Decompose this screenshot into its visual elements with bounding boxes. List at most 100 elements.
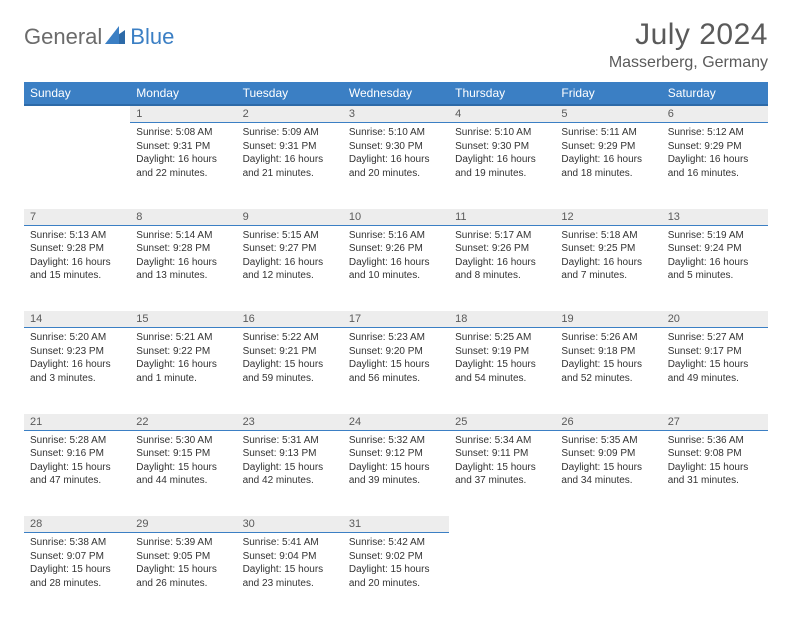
sunrise-line: Sunrise: 5:38 AM xyxy=(30,536,124,550)
day-number-cell: 30 xyxy=(237,516,343,533)
sunset-line: Sunset: 9:08 PM xyxy=(668,447,762,461)
sunset-line: Sunset: 9:09 PM xyxy=(561,447,655,461)
day-number-cell xyxy=(449,516,555,533)
day-number-cell: 6 xyxy=(662,105,768,123)
sunset-line: Sunset: 9:17 PM xyxy=(668,345,762,359)
daylight-line: Daylight: 16 hours and 1 minute. xyxy=(136,358,230,385)
day-detail-cell: Sunrise: 5:10 AMSunset: 9:30 PMDaylight:… xyxy=(449,123,555,209)
daylight-line: Daylight: 16 hours and 5 minutes. xyxy=(668,256,762,283)
brand-triangle-icon xyxy=(105,26,125,49)
sunset-line: Sunset: 9:22 PM xyxy=(136,345,230,359)
sunrise-line: Sunrise: 5:18 AM xyxy=(561,229,655,243)
daylight-line: Daylight: 16 hours and 20 minutes. xyxy=(349,153,443,180)
brand-part1: General xyxy=(24,24,102,50)
day-detail-cell: Sunrise: 5:13 AMSunset: 9:28 PMDaylight:… xyxy=(24,225,130,311)
sunset-line: Sunset: 9:25 PM xyxy=(561,242,655,256)
sunrise-line: Sunrise: 5:16 AM xyxy=(349,229,443,243)
day-number-cell: 4 xyxy=(449,105,555,123)
sunrise-line: Sunrise: 5:08 AM xyxy=(136,126,230,140)
sunset-line: Sunset: 9:02 PM xyxy=(349,550,443,564)
day-detail-cell: Sunrise: 5:26 AMSunset: 9:18 PMDaylight:… xyxy=(555,328,661,414)
sunset-line: Sunset: 9:11 PM xyxy=(455,447,549,461)
daylight-line: Daylight: 15 hours and 37 minutes. xyxy=(455,461,549,488)
sunset-line: Sunset: 9:24 PM xyxy=(668,242,762,256)
sunrise-line: Sunrise: 5:12 AM xyxy=(668,126,762,140)
day-number-cell: 8 xyxy=(130,209,236,226)
sunset-line: Sunset: 9:15 PM xyxy=(136,447,230,461)
sunrise-line: Sunrise: 5:21 AM xyxy=(136,331,230,345)
daylight-line: Daylight: 16 hours and 16 minutes. xyxy=(668,153,762,180)
sunrise-line: Sunrise: 5:20 AM xyxy=(30,331,124,345)
day-number-cell: 26 xyxy=(555,414,661,431)
day-number-cell: 7 xyxy=(24,209,130,226)
sunrise-line: Sunrise: 5:25 AM xyxy=(455,331,549,345)
day-detail-cell: Sunrise: 5:32 AMSunset: 9:12 PMDaylight:… xyxy=(343,430,449,516)
day-number-cell: 1 xyxy=(130,105,236,123)
daylight-line: Daylight: 16 hours and 12 minutes. xyxy=(243,256,337,283)
day-detail-cell: Sunrise: 5:39 AMSunset: 9:05 PMDaylight:… xyxy=(130,533,236,619)
day-number-cell: 24 xyxy=(343,414,449,431)
day-detail-cell: Sunrise: 5:38 AMSunset: 9:07 PMDaylight:… xyxy=(24,533,130,619)
day-detail-cell xyxy=(662,533,768,619)
sunset-line: Sunset: 9:28 PM xyxy=(136,242,230,256)
sunrise-line: Sunrise: 5:32 AM xyxy=(349,434,443,448)
day-number-cell: 2 xyxy=(237,105,343,123)
sunrise-line: Sunrise: 5:22 AM xyxy=(243,331,337,345)
sunset-line: Sunset: 9:26 PM xyxy=(455,242,549,256)
day-detail-row: Sunrise: 5:20 AMSunset: 9:23 PMDaylight:… xyxy=(24,328,768,414)
weekday-header: Thursday xyxy=(449,82,555,105)
day-detail-row: Sunrise: 5:08 AMSunset: 9:31 PMDaylight:… xyxy=(24,123,768,209)
sunset-line: Sunset: 9:29 PM xyxy=(668,140,762,154)
day-number-cell: 31 xyxy=(343,516,449,533)
day-number-cell: 28 xyxy=(24,516,130,533)
day-detail-cell: Sunrise: 5:08 AMSunset: 9:31 PMDaylight:… xyxy=(130,123,236,209)
daylight-line: Daylight: 16 hours and 15 minutes. xyxy=(30,256,124,283)
brand-part2: Blue xyxy=(130,24,174,50)
month-title: July 2024 xyxy=(609,18,768,52)
daylight-line: Daylight: 15 hours and 42 minutes. xyxy=(243,461,337,488)
day-number-cell: 25 xyxy=(449,414,555,431)
daylight-line: Daylight: 16 hours and 7 minutes. xyxy=(561,256,655,283)
day-detail-cell xyxy=(449,533,555,619)
day-number-cell: 27 xyxy=(662,414,768,431)
daylight-line: Daylight: 15 hours and 49 minutes. xyxy=(668,358,762,385)
sunrise-line: Sunrise: 5:35 AM xyxy=(561,434,655,448)
day-number-row: 78910111213 xyxy=(24,209,768,226)
day-detail-row: Sunrise: 5:38 AMSunset: 9:07 PMDaylight:… xyxy=(24,533,768,619)
weekday-header: Friday xyxy=(555,82,661,105)
sunrise-line: Sunrise: 5:42 AM xyxy=(349,536,443,550)
daylight-line: Daylight: 15 hours and 23 minutes. xyxy=(243,563,337,590)
daylight-line: Daylight: 16 hours and 10 minutes. xyxy=(349,256,443,283)
sunrise-line: Sunrise: 5:39 AM xyxy=(136,536,230,550)
day-number-cell xyxy=(24,105,130,123)
page-header: General Blue July 2024 Masserberg, Germa… xyxy=(24,18,768,72)
daylight-line: Daylight: 15 hours and 39 minutes. xyxy=(349,461,443,488)
daylight-line: Daylight: 15 hours and 31 minutes. xyxy=(668,461,762,488)
day-detail-cell: Sunrise: 5:23 AMSunset: 9:20 PMDaylight:… xyxy=(343,328,449,414)
day-detail-cell: Sunrise: 5:41 AMSunset: 9:04 PMDaylight:… xyxy=(237,533,343,619)
daylight-line: Daylight: 16 hours and 3 minutes. xyxy=(30,358,124,385)
day-detail-cell: Sunrise: 5:20 AMSunset: 9:23 PMDaylight:… xyxy=(24,328,130,414)
sunset-line: Sunset: 9:18 PM xyxy=(561,345,655,359)
day-number-cell: 22 xyxy=(130,414,236,431)
day-number-cell: 23 xyxy=(237,414,343,431)
sunrise-line: Sunrise: 5:09 AM xyxy=(243,126,337,140)
daylight-line: Daylight: 15 hours and 54 minutes. xyxy=(455,358,549,385)
day-detail-cell: Sunrise: 5:22 AMSunset: 9:21 PMDaylight:… xyxy=(237,328,343,414)
sunrise-line: Sunrise: 5:41 AM xyxy=(243,536,337,550)
day-number-cell: 11 xyxy=(449,209,555,226)
title-block: July 2024 Masserberg, Germany xyxy=(609,18,768,72)
day-detail-cell: Sunrise: 5:31 AMSunset: 9:13 PMDaylight:… xyxy=(237,430,343,516)
day-number-cell: 18 xyxy=(449,311,555,328)
sunset-line: Sunset: 9:23 PM xyxy=(30,345,124,359)
day-detail-cell xyxy=(555,533,661,619)
weekday-header: Tuesday xyxy=(237,82,343,105)
weekday-header: Wednesday xyxy=(343,82,449,105)
day-detail-cell xyxy=(24,123,130,209)
day-number-cell: 19 xyxy=(555,311,661,328)
sunrise-line: Sunrise: 5:19 AM xyxy=(668,229,762,243)
day-detail-cell: Sunrise: 5:11 AMSunset: 9:29 PMDaylight:… xyxy=(555,123,661,209)
sunrise-line: Sunrise: 5:11 AM xyxy=(561,126,655,140)
day-number-row: 21222324252627 xyxy=(24,414,768,431)
sunrise-line: Sunrise: 5:27 AM xyxy=(668,331,762,345)
